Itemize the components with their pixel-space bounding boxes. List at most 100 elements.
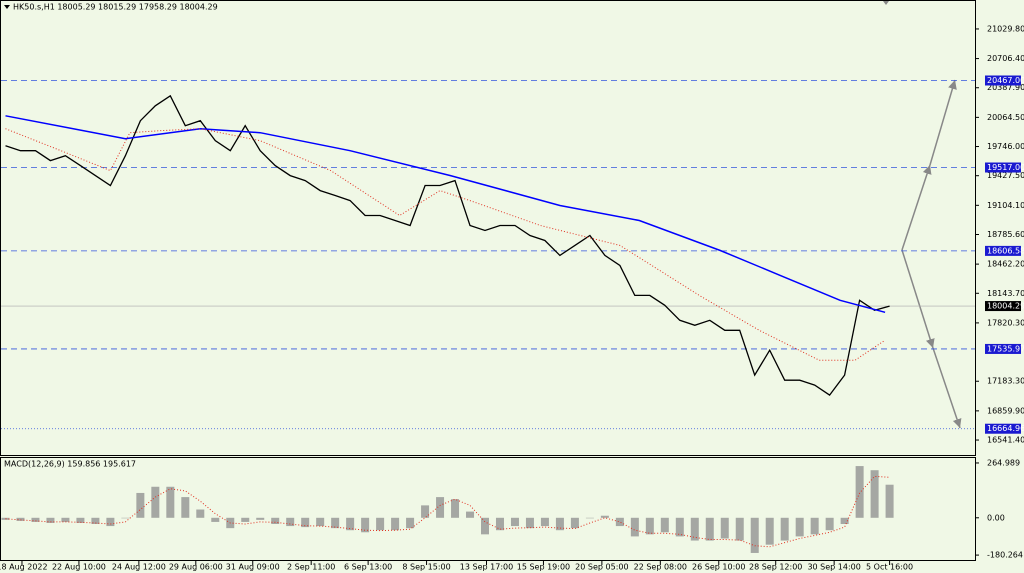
x-tick-label: 29 Aug 06:00	[169, 563, 223, 572]
x-tick-label: 5 Oct 16:00	[866, 563, 913, 572]
x-tick-label: 15 Sep 19:00	[517, 563, 570, 572]
histogram-bar	[495, 517, 504, 531]
series-line	[5, 94, 890, 396]
histogram-bar	[810, 517, 819, 535]
histogram-bar	[645, 517, 654, 535]
y-tick-label: 20387.90	[987, 83, 1024, 92]
histogram-bar	[615, 517, 624, 527]
histogram-bar	[825, 517, 834, 531]
y-tick-label: 21029.80	[987, 24, 1024, 33]
histogram-bar	[346, 517, 355, 531]
level-label: 16664.96	[987, 424, 1024, 433]
histogram-bar	[211, 517, 220, 522]
histogram-bar	[316, 517, 325, 527]
histogram-bar	[585, 517, 594, 519]
y-tick-label: 18462.20	[987, 260, 1024, 269]
histogram-bar	[271, 517, 280, 524]
histogram-bar	[436, 497, 445, 518]
x-tick-label: 28 Sep 12:00	[749, 563, 802, 572]
level-label: 19517.00	[987, 163, 1024, 172]
histogram-bar	[391, 517, 400, 531]
x-tick-label: 8 Sep 15:00	[402, 563, 450, 572]
x-tick-label: 20 Sep 05:00	[575, 563, 628, 572]
histogram-bar	[46, 517, 55, 523]
level-tag	[985, 423, 1021, 434]
histogram-bar	[795, 517, 804, 537]
x-tick-label: 26 Sep 10:00	[692, 563, 745, 572]
y-tick-label: 17183.30	[987, 377, 1024, 386]
histogram-bar	[181, 497, 190, 518]
x-tick-label: 2 Sep 11:00	[287, 563, 335, 572]
x-tick-label: 31 Aug 09:00	[226, 563, 280, 572]
level-label: 18606.58	[987, 246, 1024, 255]
histogram-bar	[481, 517, 490, 535]
x-tick-label: 22 Aug 10:00	[52, 563, 106, 572]
histogram-bar	[166, 486, 175, 518]
level-tag	[985, 75, 1021, 86]
y-tick-label: 20706.40	[987, 54, 1024, 63]
histogram-bar	[525, 517, 534, 529]
x-tick-label: 13 Sep 17:00	[460, 563, 513, 572]
histogram-bar	[466, 511, 475, 518]
y-tick-label: 19746.00	[987, 142, 1024, 151]
histogram-bar	[780, 517, 789, 541]
y-tick-label: 18785.60	[987, 230, 1024, 239]
histogram-bar	[61, 517, 70, 522]
histogram-bar	[256, 517, 265, 520]
arrow	[901, 164, 932, 251]
histogram-bar	[1, 517, 10, 520]
histogram-bar	[735, 517, 744, 541]
histogram-bar	[750, 517, 759, 553]
x-tick-label: 18 Aug 2022	[0, 563, 48, 572]
arrow	[929, 79, 957, 166]
histogram-bar	[451, 499, 460, 518]
x-tick-label: 22 Sep 08:00	[634, 563, 687, 572]
x-tick-label: 24 Aug 12:00	[112, 563, 166, 572]
y-tick-label: 16859.90	[987, 406, 1024, 415]
histogram-bar	[31, 517, 40, 522]
histogram-bar	[286, 517, 295, 527]
histogram-bar	[705, 517, 714, 541]
histogram-bar	[720, 517, 729, 539]
histogram-bar	[301, 517, 310, 528]
indicator-title: MACD(12,26,9) 159.856 195.617	[4, 460, 136, 469]
y-tick-label: 0.00	[987, 513, 1005, 522]
histogram-bar	[16, 517, 25, 521]
histogram-bar	[241, 517, 250, 522]
macd-pane	[0, 457, 976, 561]
histogram-bar	[106, 517, 115, 527]
histogram-bar	[540, 517, 549, 527]
histogram-bar	[376, 517, 385, 531]
x-tick-label: 30 Sep 14:00	[807, 563, 860, 572]
histogram-bar	[885, 484, 894, 518]
chart-title: HK50.s,H1 18005.29 18015.29 17958.29 180…	[13, 3, 218, 12]
y-tick-label: 18143.70	[987, 289, 1024, 298]
histogram-bar	[331, 517, 340, 529]
y-tick-label: 20064.50	[987, 113, 1024, 122]
histogram-bar	[630, 517, 639, 537]
level-tag	[985, 343, 1021, 354]
y-tick-label: 19427.50	[987, 171, 1024, 180]
menu-icon	[4, 5, 10, 9]
histogram-bar	[421, 505, 430, 518]
series-line	[5, 115, 886, 314]
histogram-bar	[121, 517, 130, 519]
histogram-bar	[510, 517, 519, 527]
histogram-bar	[151, 486, 160, 518]
x-tick-label: 6 Sep 13:00	[344, 563, 392, 572]
histogram-bar	[675, 517, 684, 537]
level-label: 17535.97	[987, 344, 1024, 353]
histogram-bar	[600, 515, 609, 518]
histogram-bar	[870, 470, 879, 518]
histogram-bar	[855, 466, 864, 518]
histogram-bar	[660, 517, 669, 533]
arrow	[932, 347, 962, 429]
histogram-bar	[136, 492, 145, 518]
arrow	[901, 249, 935, 349]
histogram-bar	[765, 517, 774, 545]
y-tick-label: 16541.40	[987, 436, 1024, 445]
shift-marker	[883, 1, 889, 5]
projection-arrows	[901, 79, 962, 429]
y-tick-label: 19104.10	[987, 201, 1024, 210]
